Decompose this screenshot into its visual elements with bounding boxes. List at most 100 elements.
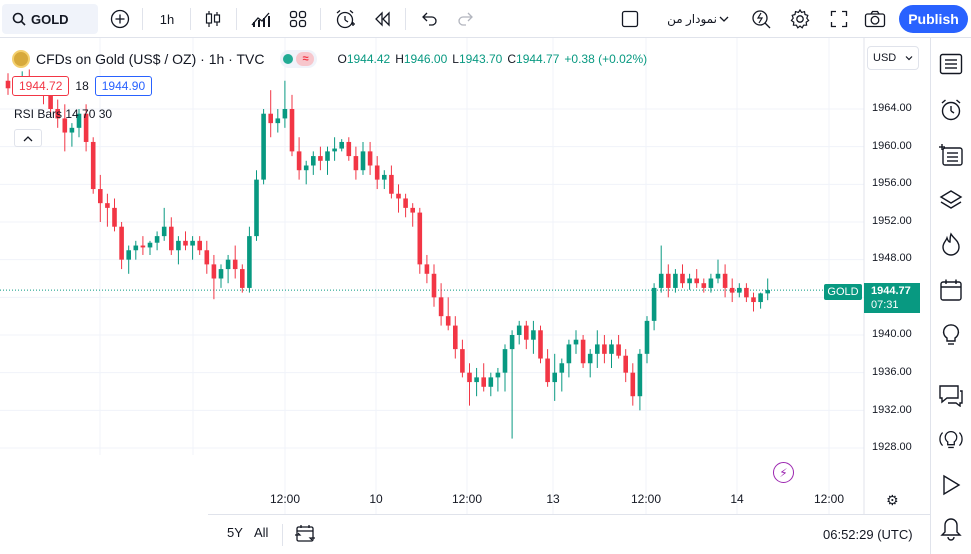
fullscreen-button[interactable] bbox=[824, 4, 854, 34]
candle bbox=[318, 146, 323, 171]
redo-button[interactable] bbox=[452, 4, 480, 34]
date-range-button[interactable] bbox=[294, 524, 316, 547]
axis-settings-icon[interactable]: ⚙ bbox=[886, 492, 899, 508]
quick-search-button[interactable] bbox=[746, 4, 776, 34]
candle bbox=[225, 254, 231, 284]
snapshot-button[interactable] bbox=[860, 4, 890, 34]
candle bbox=[531, 320, 536, 354]
toolbar-divider bbox=[190, 8, 191, 30]
undo-button[interactable] bbox=[415, 4, 443, 34]
candle bbox=[758, 292, 763, 309]
candle bbox=[119, 222, 124, 270]
settings-button[interactable] bbox=[785, 4, 815, 34]
candle bbox=[154, 231, 160, 251]
symbol-label: GOLD bbox=[31, 11, 69, 27]
indicators-icon bbox=[251, 12, 270, 27]
layers-icon[interactable] bbox=[937, 186, 965, 214]
candle bbox=[367, 141, 373, 175]
candle bbox=[687, 273, 692, 290]
y-tick-label: 1936.00 bbox=[872, 366, 912, 378]
range-5y-button[interactable]: 5Y bbox=[227, 525, 243, 540]
price-chart[interactable] bbox=[0, 38, 930, 514]
calendar-arrows-icon bbox=[295, 525, 315, 542]
utc-clock[interactable]: 06:52:29 (UTC) bbox=[823, 527, 913, 542]
chart-type-button[interactable] bbox=[199, 4, 227, 34]
candle bbox=[545, 349, 550, 387]
indicators-button[interactable] bbox=[246, 4, 276, 34]
candle bbox=[467, 363, 472, 406]
chart-legend: CFDs on Gold (US$ / OZ) · 1h · TVC ≈ O19… bbox=[12, 50, 647, 68]
sell-price-button[interactable]: 1944.72 bbox=[12, 76, 70, 96]
range-all-button[interactable]: All bbox=[254, 525, 269, 540]
candle bbox=[694, 269, 699, 288]
candle bbox=[169, 217, 174, 255]
symbol-price-badge: GOLD bbox=[824, 284, 862, 300]
candle bbox=[481, 363, 486, 392]
legend-title[interactable]: CFDs on Gold (US$ / OZ) · 1h · TVC bbox=[36, 51, 265, 67]
interval-label: 1h bbox=[159, 11, 175, 27]
search-lightning-icon bbox=[752, 10, 771, 29]
calendar-icon[interactable] bbox=[937, 276, 965, 304]
toolbar-divider bbox=[405, 8, 406, 30]
candle bbox=[630, 363, 636, 406]
candle bbox=[140, 236, 146, 255]
candle bbox=[62, 104, 68, 152]
alert-button[interactable] bbox=[330, 4, 360, 34]
plus-circle-icon bbox=[110, 9, 130, 29]
candle bbox=[183, 231, 188, 251]
candle bbox=[751, 292, 756, 312]
watchlist-icon[interactable] bbox=[937, 50, 965, 78]
templates-button[interactable] bbox=[284, 4, 312, 34]
buy-price-button[interactable]: 1944.90 bbox=[94, 76, 153, 96]
play-icon[interactable] bbox=[937, 471, 965, 499]
candle bbox=[637, 349, 643, 411]
candle bbox=[644, 316, 650, 364]
close-key: C bbox=[507, 52, 517, 66]
interval-button[interactable]: 1h bbox=[151, 4, 183, 34]
candle bbox=[673, 269, 678, 293]
candle bbox=[268, 90, 273, 138]
x-tick-label: 10 bbox=[369, 492, 383, 506]
square-icon bbox=[621, 10, 639, 28]
notifications-bell-icon[interactable] bbox=[937, 515, 965, 543]
currency-label: USD bbox=[873, 52, 897, 64]
indicator-legend[interactable]: RSI Bars 14 70 30 bbox=[14, 107, 113, 121]
chart-pane[interactable] bbox=[0, 38, 930, 554]
publish-button[interactable]: Publish bbox=[899, 5, 968, 33]
candle bbox=[616, 335, 621, 359]
lightning-icon[interactable]: ⚡ bbox=[773, 462, 794, 483]
candle bbox=[516, 320, 522, 345]
last-price-label: 1944.77 07:31 bbox=[864, 283, 920, 313]
layout-select-button[interactable] bbox=[616, 4, 644, 34]
alerts-clock-icon[interactable] bbox=[937, 96, 965, 124]
collapse-legend-button[interactable] bbox=[14, 129, 42, 147]
data-window-icon[interactable] bbox=[937, 141, 965, 169]
ideas-bulb-icon[interactable] bbox=[937, 321, 965, 349]
last-price-value: 1944.77 bbox=[871, 285, 911, 297]
y-tick-label: 1956.00 bbox=[872, 177, 912, 189]
candle bbox=[275, 109, 281, 133]
market-status-badge[interactable]: ≈ bbox=[280, 50, 318, 68]
grid-icon bbox=[289, 10, 307, 28]
candle bbox=[374, 156, 380, 190]
symbol-search-button[interactable]: GOLD bbox=[2, 4, 98, 34]
candle bbox=[240, 264, 245, 293]
layout-name-menu[interactable]: نمودار من bbox=[652, 4, 732, 34]
currency-select[interactable]: USD bbox=[867, 46, 919, 70]
chat-icon[interactable] bbox=[937, 381, 965, 409]
hotlist-flame-icon[interactable] bbox=[937, 230, 965, 258]
streams-bulb-icon[interactable] bbox=[937, 426, 965, 454]
candle bbox=[552, 353, 557, 401]
candle bbox=[410, 203, 415, 227]
candle bbox=[204, 240, 210, 274]
compare-symbol-button[interactable] bbox=[106, 4, 134, 34]
x-tick-label: 14 bbox=[730, 492, 744, 506]
x-tick-label: 12:00 bbox=[269, 492, 301, 506]
candle bbox=[538, 325, 543, 364]
replay-button[interactable] bbox=[368, 4, 398, 34]
candle bbox=[126, 245, 131, 274]
candle bbox=[296, 137, 302, 180]
layout-menu-toggle[interactable] bbox=[714, 4, 734, 34]
top-toolbar: GOLD 1h bbox=[0, 0, 971, 38]
